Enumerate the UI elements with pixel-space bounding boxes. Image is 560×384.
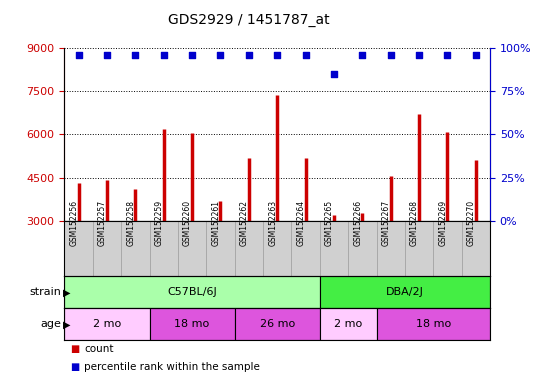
Text: GSM152267: GSM152267: [382, 200, 391, 246]
Text: age: age: [41, 319, 62, 329]
Bar: [376, 308, 490, 340]
Point: [358, 52, 367, 58]
Point: [386, 52, 395, 58]
Text: GSM152263: GSM152263: [268, 200, 277, 246]
Point: [414, 52, 423, 58]
Text: 18 mo: 18 mo: [175, 319, 209, 329]
Text: GSM152270: GSM152270: [467, 200, 476, 246]
Point: [102, 52, 111, 58]
Bar: [64, 276, 320, 308]
Text: GSM152257: GSM152257: [98, 200, 107, 246]
Point: [329, 71, 338, 77]
Text: GSM152258: GSM152258: [127, 200, 136, 246]
Point: [443, 52, 452, 58]
Bar: [320, 308, 376, 340]
Text: GSM152260: GSM152260: [183, 200, 192, 246]
Point: [159, 52, 168, 58]
Text: 18 mo: 18 mo: [416, 319, 451, 329]
Text: GSM152266: GSM152266: [353, 200, 362, 246]
Point: [188, 52, 197, 58]
Point: [301, 52, 310, 58]
Point: [472, 52, 480, 58]
Text: GSM152268: GSM152268: [410, 200, 419, 246]
Point: [74, 52, 83, 58]
Text: 26 mo: 26 mo: [260, 319, 295, 329]
Bar: [150, 308, 235, 340]
Text: ▶: ▶: [63, 319, 71, 329]
Text: DBA/2J: DBA/2J: [386, 287, 424, 298]
Point: [244, 52, 253, 58]
Text: GDS2929 / 1451787_at: GDS2929 / 1451787_at: [169, 13, 330, 27]
Point: [273, 52, 282, 58]
Text: ■: ■: [70, 344, 80, 354]
Text: GSM152256: GSM152256: [69, 200, 78, 246]
Text: GSM152259: GSM152259: [155, 200, 164, 246]
Text: strain: strain: [30, 287, 62, 298]
Text: count: count: [84, 344, 114, 354]
Point: [131, 52, 140, 58]
Text: GSM152269: GSM152269: [438, 200, 447, 246]
Text: GSM152264: GSM152264: [297, 200, 306, 246]
Text: C57BL/6J: C57BL/6J: [167, 287, 217, 298]
Text: GSM152261: GSM152261: [212, 200, 221, 246]
Text: percentile rank within the sample: percentile rank within the sample: [84, 362, 260, 372]
Text: 2 mo: 2 mo: [93, 319, 121, 329]
Text: 2 mo: 2 mo: [334, 319, 362, 329]
Bar: [320, 276, 490, 308]
Text: ■: ■: [70, 362, 80, 372]
Bar: [235, 308, 320, 340]
Bar: [64, 308, 150, 340]
Text: GSM152265: GSM152265: [325, 200, 334, 246]
Text: GSM152262: GSM152262: [240, 200, 249, 246]
Point: [216, 52, 225, 58]
Text: ▶: ▶: [63, 287, 71, 298]
